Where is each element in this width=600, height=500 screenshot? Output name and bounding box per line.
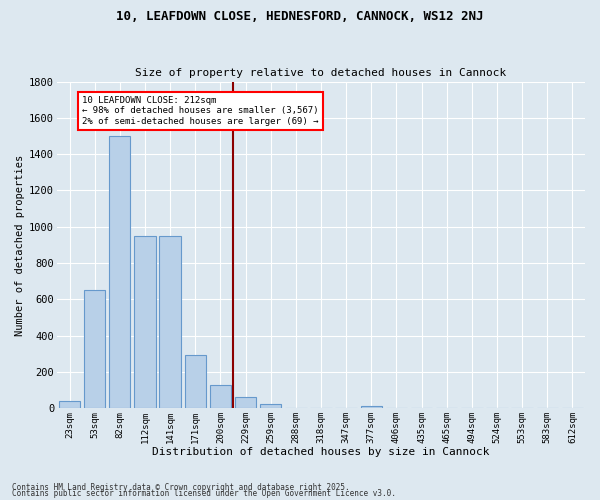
Text: 10 LEAFDOWN CLOSE: 212sqm
← 98% of detached houses are smaller (3,567)
2% of sem: 10 LEAFDOWN CLOSE: 212sqm ← 98% of detac…: [82, 96, 319, 126]
Bar: [235, 396, 256, 408]
Text: Contains public sector information licensed under the Open Government Licence v3: Contains public sector information licen…: [12, 490, 396, 498]
Bar: [134, 236, 155, 408]
Bar: [109, 136, 130, 408]
Bar: [160, 236, 181, 408]
Y-axis label: Number of detached properties: Number of detached properties: [15, 154, 25, 336]
Bar: [361, 406, 382, 408]
X-axis label: Distribution of detached houses by size in Cannock: Distribution of detached houses by size …: [152, 448, 490, 458]
Bar: [84, 290, 106, 408]
Title: Size of property relative to detached houses in Cannock: Size of property relative to detached ho…: [136, 68, 506, 78]
Text: Contains HM Land Registry data © Crown copyright and database right 2025.: Contains HM Land Registry data © Crown c…: [12, 484, 350, 492]
Text: 10, LEAFDOWN CLOSE, HEDNESFORD, CANNOCK, WS12 2NJ: 10, LEAFDOWN CLOSE, HEDNESFORD, CANNOCK,…: [116, 10, 484, 23]
Bar: [260, 404, 281, 408]
Bar: [210, 384, 231, 408]
Bar: [185, 355, 206, 408]
Bar: [59, 401, 80, 408]
